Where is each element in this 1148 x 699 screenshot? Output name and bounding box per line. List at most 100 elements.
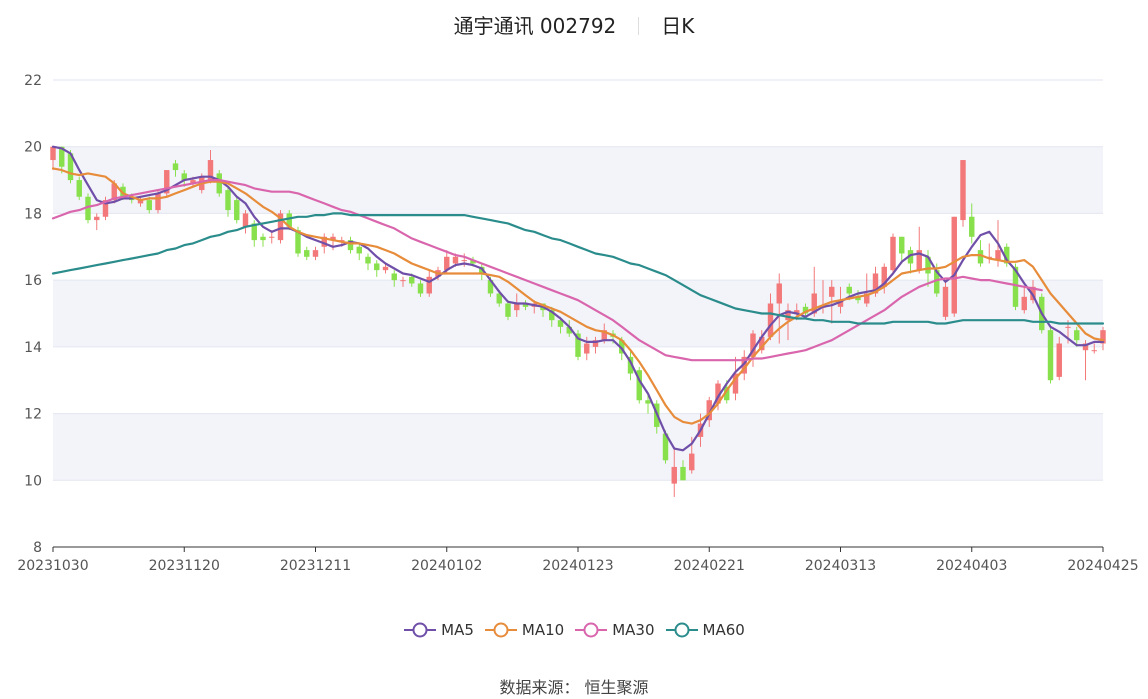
candle-body (312, 250, 319, 257)
candle-body (207, 160, 214, 181)
legend-marker-icon (484, 622, 517, 638)
candle-body (286, 213, 292, 227)
candle-body (339, 240, 345, 242)
candle-body (76, 180, 82, 197)
candle-body (802, 306, 809, 314)
candle-body (619, 340, 625, 354)
candle-body (592, 340, 599, 347)
candle-body (750, 333, 756, 357)
candle-body (776, 283, 782, 304)
y-tick-label: 10 (24, 473, 42, 489)
candle-body (1082, 343, 1089, 351)
candle-body (374, 263, 380, 271)
candle-body (251, 223, 257, 241)
candle-body (295, 230, 301, 254)
candle-body (715, 383, 721, 404)
candle-body (172, 163, 179, 171)
legend-item-ma30[interactable]: MA30 (574, 621, 655, 639)
chart-title: 通宇通讯 002792 日K (0, 10, 1148, 39)
candle-body (767, 303, 774, 337)
candle-body (1047, 330, 1054, 381)
x-tick-label: 20240403 (936, 558, 1007, 574)
candle-body (137, 200, 144, 204)
candle-body (181, 173, 187, 181)
candle-body (662, 433, 669, 461)
candle-body (330, 236, 336, 241)
candle-body (549, 310, 555, 321)
candle-body (732, 373, 739, 394)
candle-body (846, 286, 852, 294)
candle-body (111, 183, 117, 201)
candle-body (50, 146, 56, 161)
y-tick-label: 14 (24, 340, 42, 356)
candle-body (907, 250, 914, 264)
legend-label: MA60 (702, 621, 745, 639)
line-ma60 (51, 212, 1105, 325)
candle-body (925, 256, 931, 274)
candle-body (872, 273, 879, 294)
candle-body (680, 466, 686, 481)
candle-body (67, 153, 74, 181)
candle-body (627, 356, 634, 374)
candle-body (1056, 343, 1062, 377)
line-ma5 (51, 145, 1105, 452)
legend-label: MA30 (612, 621, 655, 639)
candle-body (986, 256, 992, 258)
candle-body (1021, 296, 1027, 311)
candle-body (855, 296, 861, 301)
candle-body (575, 333, 581, 357)
candle-body (514, 303, 520, 311)
candle-body (829, 286, 835, 297)
candle-body (934, 270, 940, 294)
legend-label: MA10 (521, 621, 565, 639)
candle-body (942, 286, 949, 317)
legend-item-ma60[interactable]: MA60 (665, 621, 745, 639)
candle-body (671, 466, 677, 484)
candle-body (155, 193, 161, 211)
candle-body (759, 336, 765, 351)
line-ma30 (51, 179, 1043, 362)
candle-body (890, 236, 896, 271)
candle-body (977, 250, 984, 264)
candle-body (724, 386, 730, 401)
candle-body (1012, 266, 1019, 307)
candle-body (837, 300, 844, 307)
candle-body (470, 260, 476, 264)
candle-body (452, 256, 459, 264)
legend-item-ma10[interactable]: MA10 (484, 621, 564, 639)
candle-body (505, 303, 511, 317)
candle-body (1065, 326, 1071, 328)
y-tick-label: 16 (24, 273, 42, 289)
candle-body (365, 256, 371, 264)
y-tick-label: 22 (24, 73, 42, 89)
legend-item-ma5[interactable]: MA5 (403, 621, 474, 639)
candle-body (164, 170, 170, 194)
title-separator (638, 17, 640, 35)
line-ma10 (51, 167, 1105, 425)
candle-body (304, 250, 310, 257)
candle-body (277, 213, 284, 241)
candle-body (881, 266, 887, 287)
period-label: 日K (661, 14, 695, 38)
candle-body (899, 236, 905, 254)
candle-body (785, 310, 791, 321)
legend-label: MA5 (441, 621, 474, 639)
candle-body (461, 260, 467, 262)
candle-body (522, 303, 529, 307)
candle-body (916, 250, 922, 271)
stock-name: 通宇通讯 002792 (453, 14, 617, 38)
candle-body (557, 320, 564, 327)
candle-body (190, 180, 196, 184)
data-source: 数据来源： 恒生聚源 (499, 678, 649, 697)
candle-body (601, 330, 607, 341)
candle-body (794, 310, 800, 314)
candle-body (969, 216, 975, 237)
candle-body (1004, 246, 1010, 264)
x-tick-label: 20240313 (805, 558, 876, 574)
y-tick-label: 8 (33, 540, 42, 556)
candle-body (426, 276, 432, 294)
x-tick-label: 20240425 (1067, 558, 1138, 574)
candle-body (391, 273, 397, 281)
candle-body (146, 200, 152, 211)
x-tick-label: 20231211 (280, 558, 351, 574)
